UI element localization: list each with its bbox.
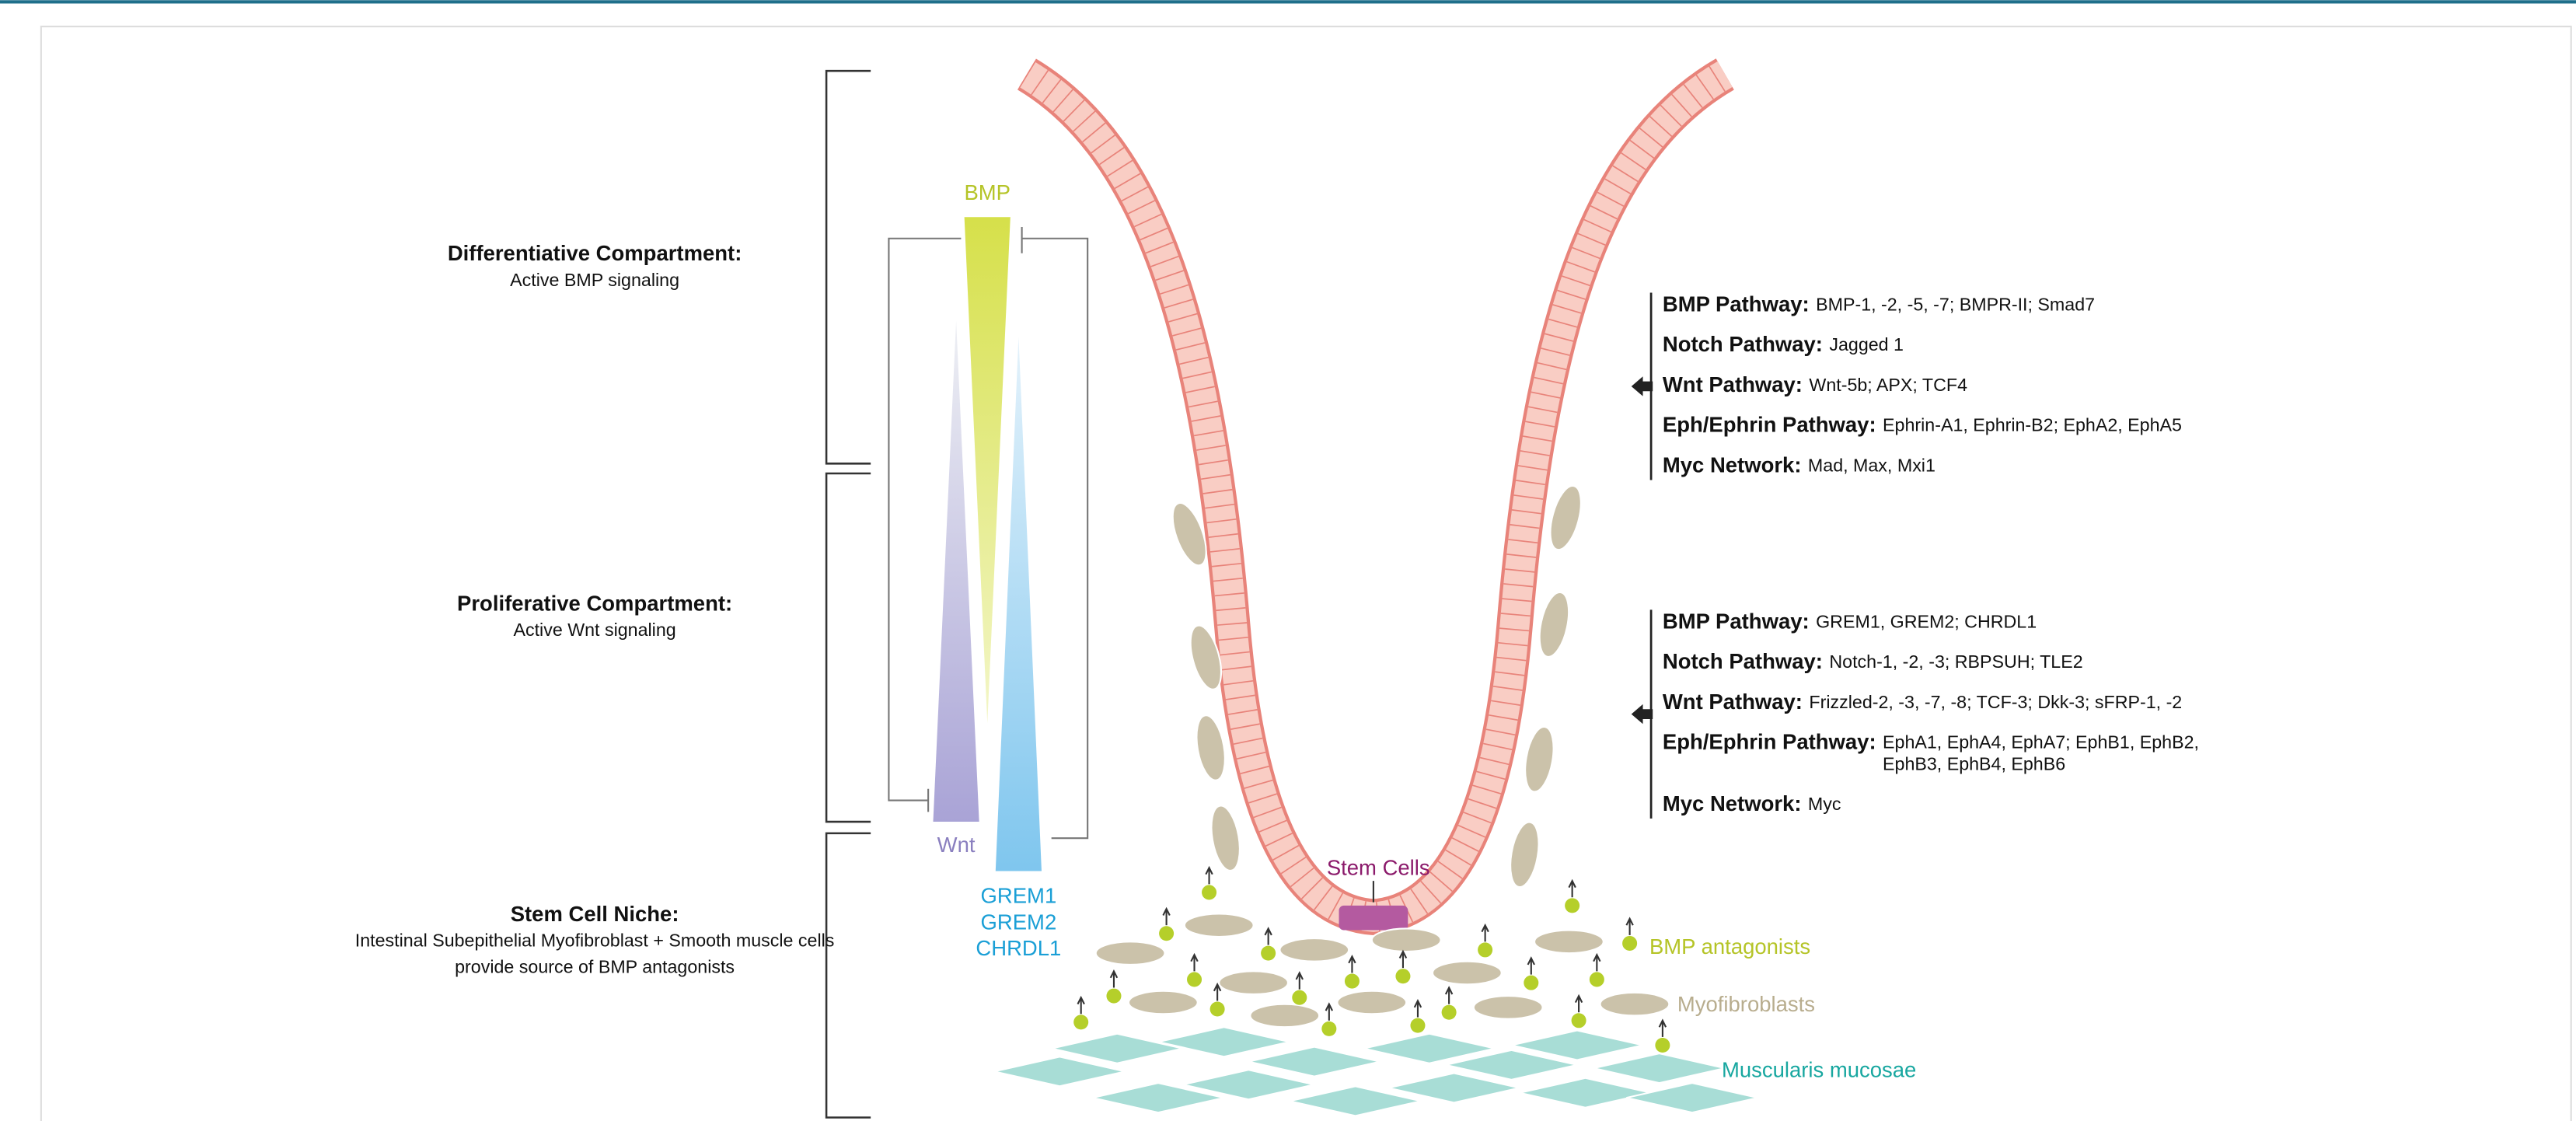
myofibroblast	[1545, 483, 1587, 553]
myofibroblast	[1250, 1004, 1319, 1028]
bmp-antagonist-dot	[1159, 926, 1174, 941]
cells	[994, 483, 1758, 1116]
pathway-name: Notch Pathway:	[1663, 649, 1823, 673]
myofibroblast	[1207, 804, 1244, 873]
bmp-antagonist-dot	[1572, 1013, 1586, 1028]
myofibroblast	[1279, 938, 1349, 962]
bmp-antagonist-dot	[1395, 969, 1410, 983]
pathway-line: Notch Pathway: Notch-1, -2, -3; RBPSUH; T…	[1663, 649, 2083, 673]
pathway-arrow	[1632, 376, 1653, 396]
pathway-genes: EphB3, EphB4, EphB6	[1883, 753, 2065, 774]
bmp-antagonist-dot	[1565, 898, 1579, 913]
bmp-antagonist-dot	[1345, 974, 1360, 989]
pathway-line: Eph/Ephrin Pathway: EphA1, EphA4, EphA7; …	[1663, 730, 2199, 754]
myofibroblast	[1185, 913, 1254, 937]
diagram: Differentiative Compartment: Active BMP s…	[0, 0, 2576, 1121]
pathway-line: BMP Pathway: GREM1, GREM2; CHRDL1	[1663, 609, 2037, 634]
legend-bmp-antagonists: BMP antagonists	[1649, 934, 1810, 959]
myofibroblast	[1534, 931, 1604, 954]
compartment-title: Differentiative Compartment:	[448, 241, 742, 265]
muscle-cell	[1158, 1027, 1290, 1056]
legend-muscularis: Muscularis mucosae	[1722, 1058, 1916, 1082]
legend-myofibroblasts: Myofibroblasts	[1677, 992, 1815, 1016]
compartment-title: Proliferative Compartment:	[457, 591, 732, 615]
wnt-label: Wnt	[937, 833, 976, 857]
pathway-name: BMP Pathway:	[1663, 609, 1810, 634]
myofibroblast	[1372, 928, 1441, 952]
myofibroblast	[1474, 996, 1543, 1019]
myofibroblast	[1129, 991, 1198, 1014]
myofibroblast	[1506, 820, 1543, 889]
compartment-text: provide source of BMP antagonists	[455, 956, 735, 976]
bmp-antagonist-dot	[1106, 989, 1121, 1004]
bmp-antagonist-dot	[1202, 885, 1216, 899]
pathway-name: Wnt Pathway:	[1663, 372, 1803, 396]
bmp-antagonist-dot	[1210, 1001, 1225, 1016]
myofibroblast	[1534, 590, 1574, 660]
muscle-cell	[1593, 1053, 1725, 1083]
pathway-arrow	[1632, 704, 1653, 724]
bmp-antagonist-dot	[1292, 990, 1307, 1005]
myofibroblast	[1600, 993, 1670, 1016]
bmp-antagonist-dot	[1187, 972, 1202, 987]
muscle-cell	[1248, 1047, 1380, 1077]
pathway-genes: BMP-1, -2, -5, -7; BMPR-II; Smad7	[1816, 295, 2095, 315]
pathway-line: Wnt Pathway: Frizzled-2, -3, -7, -8; TCF-…	[1663, 690, 2182, 714]
pathway-genes: Frizzled-2, -3, -7, -8; TCF-3; Dkk-3; sF…	[1809, 692, 2182, 712]
bmp-antagonist-dot	[1655, 1038, 1670, 1053]
compartment-text: Active BMP signaling	[510, 270, 679, 290]
pathway-genes: Wnt-5b; APX; TCF4	[1809, 375, 1967, 395]
myofibroblast	[1337, 991, 1406, 1014]
bmp-antagonist-dot	[1590, 972, 1604, 987]
pathway-line: Myc Network: Mad, Max, Mxi1	[1663, 453, 1935, 477]
pathway-line: Eph/Ephrin Pathway: Ephrin-A1, Ephrin-B2;…	[1663, 413, 2182, 437]
pathway-genes: Ephrin-A1, Ephrin-B2; EphA2, EphA5	[1883, 415, 2182, 435]
gradients	[888, 217, 1087, 871]
antagonist-label: CHRDL1	[976, 936, 1061, 960]
pathway-name: BMP Pathway:	[1663, 292, 1810, 316]
pathway-genes: EphA1, EphA4, EphA7; EphB1, EphB2,	[1883, 732, 2199, 753]
bmp-antagonist-dot	[1321, 1021, 1336, 1036]
compartment-title: Stem Cell Niche:	[511, 902, 679, 926]
pathway-name: Wnt Pathway:	[1663, 690, 1803, 714]
pathway-line: Myc Network: Myc	[1663, 791, 1841, 815]
bmp-antagonist-dot	[1410, 1018, 1425, 1033]
antagonist-label: GREM1	[981, 884, 1057, 908]
crypt	[1027, 74, 1725, 930]
stem-cells-label: Stem Cells	[1327, 856, 1430, 880]
pathway-name: Notch Pathway:	[1663, 332, 1823, 356]
bmp-antagonist-dot	[1622, 936, 1637, 951]
compartment-text: Active Wnt signaling	[513, 620, 675, 640]
bmp-antagonist-dot	[1524, 976, 1538, 990]
muscle-cell	[1520, 1078, 1651, 1108]
pathway-genes: Notch-1, -2, -3; RBPSUH; TLE2	[1829, 651, 2082, 672]
pathway-name: Myc Network:	[1663, 453, 1802, 477]
bmp-label: BMP	[964, 180, 1011, 204]
myofibroblast	[1520, 725, 1558, 794]
compartment-text: Intestinal Subepithelial Myofibroblast +…	[355, 930, 835, 950]
pathway-genes: Myc	[1808, 794, 1841, 814]
myofibroblast	[1219, 971, 1288, 994]
bmp-antagonist-dot	[1478, 942, 1492, 957]
bmp-antagonist-dot	[1261, 946, 1276, 961]
myofibroblast	[1192, 713, 1230, 782]
pathway-genes: GREM1, GREM2; CHRDL1	[1816, 611, 2037, 631]
muscle-cell	[1626, 1083, 1757, 1112]
pathway-line: BMP Pathway: BMP-1, -2, -5, -7; BMPR-II; …	[1663, 292, 2095, 316]
pathway-name: Eph/Ephrin Pathway:	[1663, 730, 1876, 754]
compartment-brackets	[826, 71, 871, 1117]
pathway-line: Wnt Pathway: Wnt-5b; APX; TCF4	[1663, 372, 1967, 396]
bmp-antagonist-dot	[1073, 1014, 1088, 1029]
myofibroblast	[1096, 941, 1165, 965]
bmp-antagonist-dot	[1442, 1005, 1457, 1020]
page: {"compartments":[ {"title":"Differentiat…	[0, 0, 2576, 1121]
pathway-line: Notch Pathway: Jagged 1	[1663, 332, 1904, 356]
antagonist-label: GREM2	[981, 910, 1057, 934]
pathway-genes: Jagged 1	[1829, 334, 1904, 354]
pathway-name: Eph/Ephrin Pathway:	[1663, 413, 1876, 437]
myofibroblast	[1433, 962, 1502, 985]
pathway-name: Myc Network:	[1663, 791, 1802, 815]
pathway-genes: Mad, Max, Mxi1	[1808, 456, 1935, 476]
